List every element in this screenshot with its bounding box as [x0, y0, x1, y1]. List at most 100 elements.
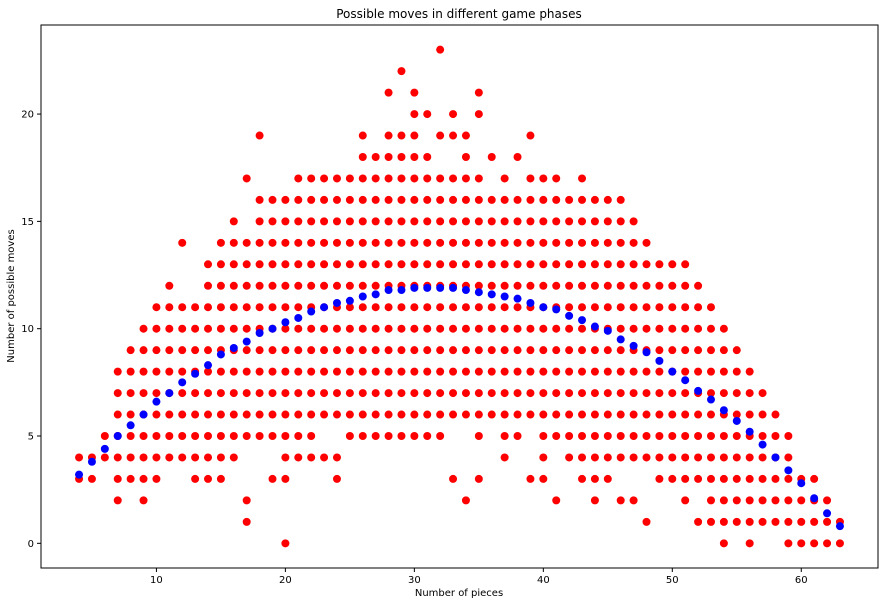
data-point	[113, 474, 122, 483]
data-point	[835, 522, 844, 531]
data-point	[745, 410, 754, 419]
data-point	[565, 346, 574, 355]
data-point	[191, 410, 200, 419]
data-point	[307, 307, 316, 316]
data-point	[603, 260, 612, 269]
data-point	[474, 367, 483, 376]
data-point	[242, 281, 251, 290]
data-point	[474, 389, 483, 398]
data-point	[578, 174, 587, 183]
data-point	[204, 260, 213, 269]
data-point	[384, 152, 393, 161]
data-point	[810, 494, 819, 503]
data-point	[590, 217, 599, 226]
data-point	[461, 367, 470, 376]
data-point	[100, 432, 109, 441]
data-point	[139, 324, 148, 333]
data-point	[371, 195, 380, 204]
data-point	[565, 281, 574, 290]
data-point	[152, 397, 161, 406]
data-point	[732, 496, 741, 505]
data-point	[629, 367, 638, 376]
data-point	[371, 324, 380, 333]
data-point	[474, 260, 483, 269]
data-point	[345, 195, 354, 204]
data-point	[320, 389, 329, 398]
data-point	[655, 410, 664, 419]
data-point	[332, 298, 341, 307]
data-point	[771, 496, 780, 505]
data-point	[255, 195, 264, 204]
data-point	[719, 346, 728, 355]
data-point	[719, 367, 728, 376]
data-point	[732, 474, 741, 483]
data-point	[526, 217, 535, 226]
data-point	[565, 453, 574, 462]
data-point	[694, 386, 703, 395]
data-point	[281, 432, 290, 441]
data-point	[410, 367, 419, 376]
data-point	[461, 346, 470, 355]
data-point	[642, 324, 651, 333]
data-point	[449, 260, 458, 269]
data-point	[449, 389, 458, 398]
data-point	[268, 346, 277, 355]
data-point	[578, 195, 587, 204]
data-point	[745, 517, 754, 526]
data-point	[616, 346, 625, 355]
data-point	[655, 324, 664, 333]
data-point	[500, 260, 509, 269]
data-point	[255, 238, 264, 247]
data-point	[139, 453, 148, 462]
data-point	[681, 474, 690, 483]
data-point	[371, 303, 380, 312]
data-point	[113, 496, 122, 505]
data-point	[397, 217, 406, 226]
data-point	[384, 174, 393, 183]
data-point	[436, 174, 445, 183]
series-layer	[75, 45, 844, 548]
data-point	[204, 410, 213, 419]
data-point	[229, 410, 238, 419]
data-point	[191, 369, 200, 378]
data-point	[449, 195, 458, 204]
data-point	[320, 195, 329, 204]
data-point	[590, 238, 599, 247]
data-point	[345, 281, 354, 290]
data-point	[320, 260, 329, 269]
data-point	[590, 346, 599, 355]
data-point	[500, 389, 509, 398]
data-point	[552, 281, 561, 290]
data-point	[345, 238, 354, 247]
data-point	[668, 474, 677, 483]
data-point	[281, 367, 290, 376]
data-point	[436, 303, 445, 312]
data-point	[603, 474, 612, 483]
data-point	[461, 303, 470, 312]
data-point	[732, 416, 741, 425]
y-tick-label: 10	[21, 324, 34, 335]
data-point	[526, 324, 535, 333]
data-point	[616, 335, 625, 344]
data-point	[668, 367, 677, 376]
data-point	[345, 324, 354, 333]
data-point	[139, 474, 148, 483]
data-point	[165, 410, 174, 419]
data-point	[255, 328, 264, 337]
data-point	[719, 474, 728, 483]
data-point	[113, 389, 122, 398]
data-point	[449, 283, 458, 292]
data-point	[242, 432, 251, 441]
data-point	[436, 389, 445, 398]
data-point	[204, 367, 213, 376]
data-point	[358, 238, 367, 247]
data-point	[281, 195, 290, 204]
data-point	[552, 260, 561, 269]
data-point	[513, 260, 522, 269]
data-point	[436, 195, 445, 204]
data-point	[487, 217, 496, 226]
data-point	[552, 496, 561, 505]
data-point	[603, 303, 612, 312]
data-point	[590, 195, 599, 204]
data-point	[87, 474, 96, 483]
